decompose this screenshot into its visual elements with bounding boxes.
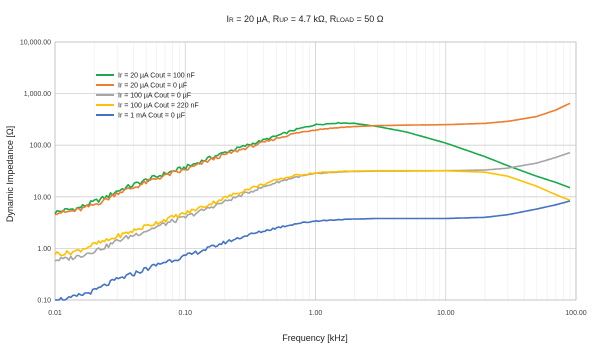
title-part: = 50 Ω [354,14,384,24]
legend-entry: Ir = 1 mA Cout = 0 µF [118,113,185,120]
x-tick-label: 100.00 [565,310,587,317]
x-tick-label: 0.01 [48,310,62,317]
legend-entry: Ir = 20 µA Cout = 100 nF [118,73,195,80]
title-part: = 20 µA, R [234,14,280,24]
y-tick-label: 1.00 [37,246,51,253]
legend-entry: Ir = 20 µA Cout = 0 µF [118,83,187,90]
title-part: I [227,14,230,24]
y-axis-label: Dynamic Impedance [Ω] [5,126,15,222]
series-line [54,102,571,216]
legend-entry: Ir = 100 µA Cout = 220 nF [118,103,199,110]
title-part: = 4.7 kΩ, R [288,14,336,24]
title-part: UP [279,17,288,24]
series-line [54,121,571,215]
plot-frame [54,41,577,301]
legend: Ir = 20 µA Cout = 100 nF Ir = 20 µA Cout … [96,73,199,120]
title-part: LOAD [336,17,354,24]
x-tick-label: 0.10 [178,310,192,317]
grid [54,41,577,301]
chart-title: IR = 20 µA, RUP = 4.7 kΩ, RLOAD = 50 Ω [227,14,384,24]
y-tick-label: 1,000.00 [24,91,51,98]
x-tick-label: 10.00 [437,310,455,317]
series-line [54,151,571,262]
series-line [55,200,571,301]
legend-entry: Ir = 100 µA Cout = 0 µF [118,93,191,100]
x-tick-label: 1.00 [309,310,323,317]
series-lines [54,102,571,301]
axes: 0.01 0.10 1.00 10.00 100.00 0.10 1.00 10.00 100.… [20,40,587,318]
y-tick-label: 10.00 [33,194,51,201]
y-tick-label: 10,000.00 [20,40,51,47]
y-tick-label: 0.10 [37,298,51,305]
x-axis-label: Frequency [kHz] [282,333,348,343]
series-line [54,169,571,257]
title-part: R [229,17,234,24]
y-tick-label: 100.00 [30,143,52,150]
